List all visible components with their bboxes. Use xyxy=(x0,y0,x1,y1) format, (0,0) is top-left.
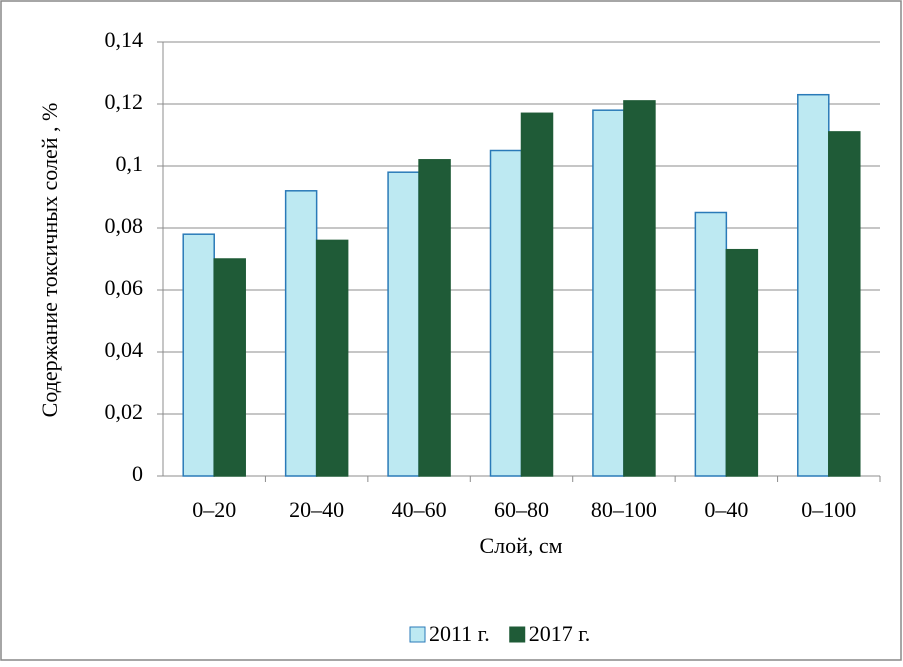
bar xyxy=(797,93,830,477)
bar xyxy=(418,159,451,477)
legend-swatch xyxy=(409,626,426,643)
bar xyxy=(489,149,523,477)
y-tick-label: 0,06 xyxy=(105,275,144,300)
x-tick-label: 40–60 xyxy=(392,497,447,522)
y-tick-label: 0,04 xyxy=(105,337,144,362)
bar xyxy=(828,131,861,477)
legend-label: 2011 г. xyxy=(429,621,490,646)
bar xyxy=(623,100,656,477)
bar xyxy=(694,211,728,477)
x-tick-label: 20–40 xyxy=(289,497,344,522)
y-tick-label: 0,1 xyxy=(116,151,144,176)
bar xyxy=(315,239,349,477)
y-tick-label: 0 xyxy=(132,461,143,486)
bar xyxy=(520,112,554,477)
y-axis-title: Содержание токсичных солей , % xyxy=(37,103,62,418)
x-tick-label: 80–100 xyxy=(591,497,657,522)
bar xyxy=(725,248,759,477)
legend-label: 2017 г. xyxy=(529,621,591,646)
legend-swatch xyxy=(509,626,526,643)
y-tick-label: 0,02 xyxy=(105,399,144,424)
x-tick-label: 60–80 xyxy=(494,497,549,522)
bar xyxy=(284,190,318,477)
y-tick-label: 0,12 xyxy=(105,89,144,114)
bar xyxy=(182,233,215,477)
bar xyxy=(592,109,625,477)
x-axis-title: Слой, см xyxy=(479,533,562,558)
x-tick-label: 0–100 xyxy=(801,497,856,522)
y-tick-label: 0,14 xyxy=(105,27,144,52)
x-tick-label: 0–20 xyxy=(192,497,236,522)
y-tick-label: 0,08 xyxy=(105,213,144,238)
bar xyxy=(213,258,246,477)
x-tick-label: 0–40 xyxy=(704,497,748,522)
bar xyxy=(387,171,420,477)
